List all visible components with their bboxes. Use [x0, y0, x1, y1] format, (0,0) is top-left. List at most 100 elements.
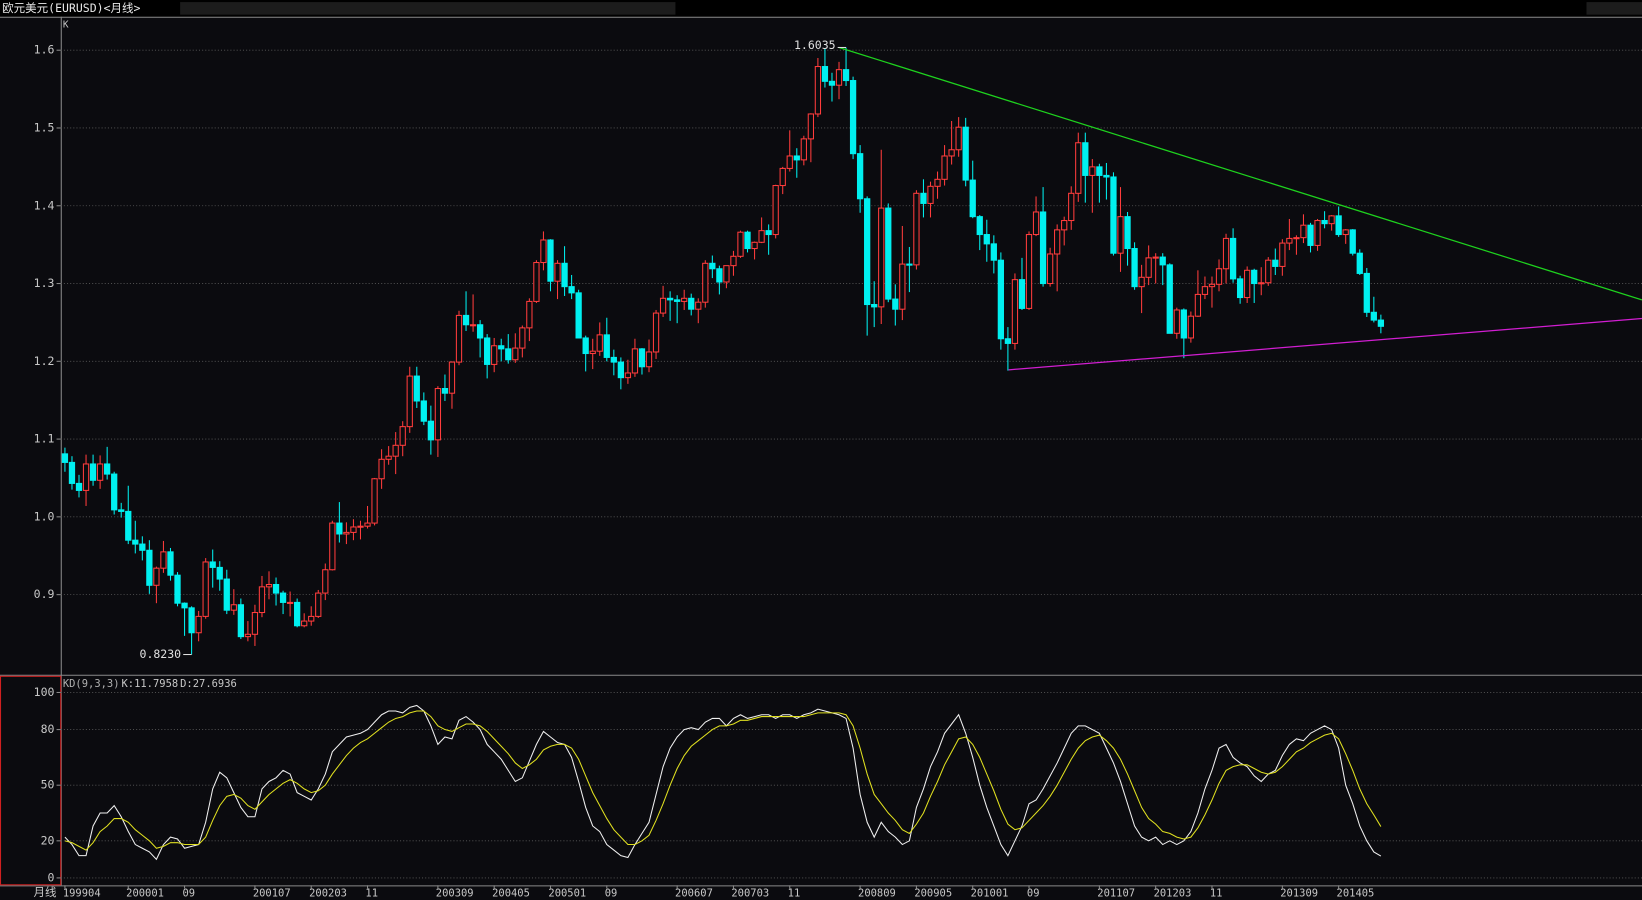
candle-body — [357, 525, 364, 528]
y-tick-label: 0.9 — [34, 587, 55, 601]
candle-body — [139, 543, 146, 551]
candle-body — [596, 334, 603, 352]
candle-body — [1342, 229, 1349, 236]
x-tick-label: 200405 — [492, 888, 530, 900]
candle-body — [582, 337, 589, 355]
candle-body — [800, 138, 807, 161]
x-tick-label: 200905 — [914, 888, 952, 900]
candle-body — [512, 347, 519, 361]
candle-body — [758, 230, 765, 243]
selection-box — [0, 675, 62, 886]
candle-body — [575, 292, 582, 339]
candle-body — [153, 567, 160, 586]
candle-body — [1004, 338, 1012, 344]
x-tick-label: 200107 — [253, 888, 291, 900]
candle-body — [631, 348, 639, 374]
candle-body — [997, 259, 1005, 340]
candle-body — [1173, 309, 1180, 334]
candle-body — [828, 80, 836, 86]
y-tick-label: 0 — [48, 870, 55, 884]
y-tick-label: 50 — [41, 778, 55, 792]
x-axis-label: 月线 — [34, 885, 58, 899]
x-tick-label: 09 — [182, 888, 195, 900]
top-bar-field — [180, 2, 676, 15]
candle-body — [125, 510, 132, 541]
candle-body — [1363, 272, 1370, 313]
candle-body — [1131, 248, 1138, 288]
candle-body — [1117, 216, 1124, 254]
x-tick-label: 200309 — [436, 888, 474, 900]
candle-body — [484, 337, 491, 365]
y-tick-label: 1.4 — [34, 198, 55, 212]
candle-body — [1377, 319, 1385, 327]
candle-body — [702, 262, 709, 303]
unit-label: K — [63, 20, 69, 31]
candle-body — [476, 324, 484, 339]
candle-body — [716, 268, 723, 283]
candle-body — [1039, 211, 1047, 285]
candle-body — [399, 426, 406, 446]
x-tick-label: 11 — [788, 888, 801, 900]
candle-body — [849, 80, 857, 155]
candle-body — [1082, 142, 1089, 176]
candle-body — [871, 304, 878, 308]
candle-body — [1328, 215, 1335, 225]
y-tick-label: 1.2 — [34, 354, 55, 368]
x-tick-label: 199904 — [63, 888, 101, 900]
candle-body — [427, 420, 434, 441]
candle-body — [1307, 224, 1314, 246]
candle-body — [469, 324, 477, 327]
candle-body — [1194, 293, 1202, 317]
candle-body — [723, 265, 730, 283]
candle-body — [681, 297, 688, 302]
candle-body — [420, 400, 427, 422]
candle-body — [751, 241, 758, 250]
candle-body — [1286, 237, 1293, 244]
candle-body — [744, 231, 751, 250]
candle-body — [1229, 237, 1237, 280]
candle-body — [983, 234, 990, 245]
candle-body — [906, 263, 913, 266]
y-tick-label: 1.6 — [34, 43, 55, 57]
candle-body — [962, 126, 969, 181]
candle-body — [856, 153, 864, 200]
top-bar-field — [1586, 2, 1642, 15]
x-tick-label: 200001 — [126, 888, 164, 900]
candle-body — [294, 601, 301, 627]
x-tick-label: 200809 — [858, 888, 896, 900]
candle-body — [561, 262, 568, 288]
candle-body — [1201, 286, 1209, 295]
candle-body — [89, 463, 97, 481]
candle-body — [1187, 315, 1195, 339]
candle-body — [864, 198, 871, 306]
candle-body — [181, 602, 188, 609]
candle-body — [1314, 220, 1321, 246]
candle-body — [132, 539, 139, 545]
y-tick-label: 1.1 — [34, 432, 55, 446]
candle-body — [491, 345, 498, 365]
y-tick-label: 1.0 — [34, 509, 55, 523]
candle-body — [793, 155, 800, 161]
candle-body — [990, 243, 997, 261]
candle-body — [392, 444, 399, 457]
candle-body — [1370, 311, 1377, 321]
candle-body — [821, 66, 829, 82]
candle-body — [786, 155, 793, 169]
candle-body — [167, 551, 174, 576]
indicator-line — [64, 704, 1382, 861]
candle-body — [209, 561, 216, 568]
low-label: 0.8230 — [140, 647, 182, 661]
candle-body — [1068, 192, 1075, 222]
candle-body — [1180, 309, 1187, 339]
x-tick-label: 201107 — [1097, 888, 1135, 900]
candle-body — [885, 207, 892, 300]
x-tick-label: 200703 — [731, 888, 769, 900]
candle-body — [1152, 256, 1159, 259]
candle-body — [406, 375, 413, 428]
candle-body — [498, 345, 505, 350]
trend-line — [838, 46, 1642, 301]
candle-body — [1244, 269, 1251, 299]
candle-body — [920, 192, 927, 204]
candle-body — [688, 297, 695, 310]
y-tick-label: 1.3 — [34, 276, 55, 290]
